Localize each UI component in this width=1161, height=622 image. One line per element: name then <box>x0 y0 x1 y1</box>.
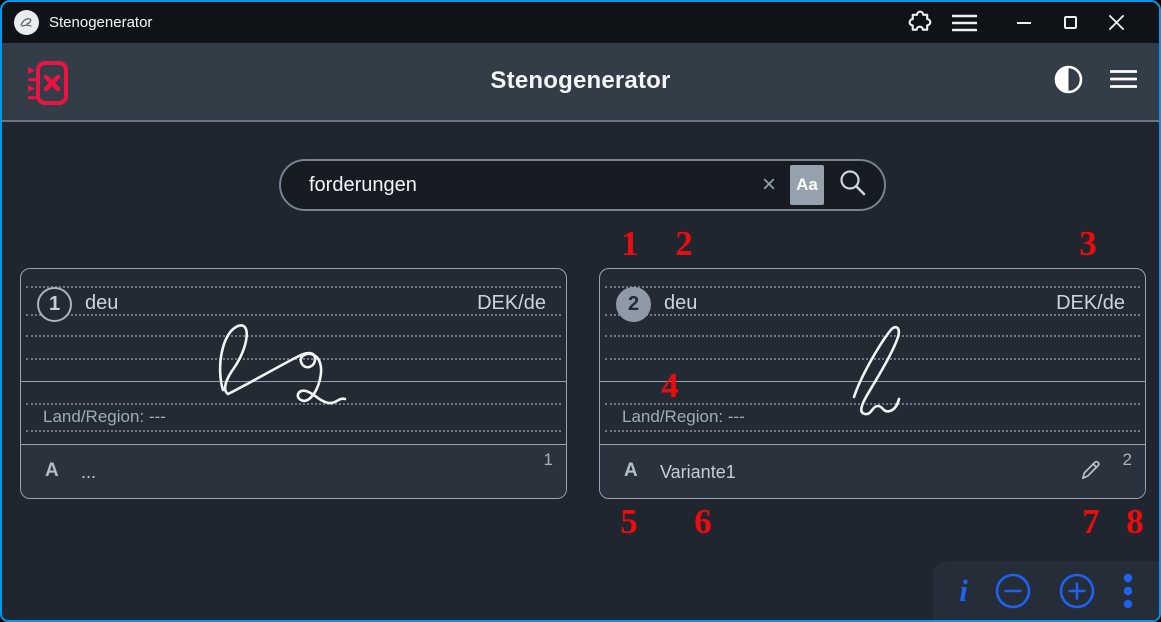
annotation-7: 7 <box>1082 502 1100 541</box>
variant-number-badge[interactable]: 1 <box>37 287 72 322</box>
match-case-button[interactable]: Aa <box>790 165 824 205</box>
action-toolbar: i <box>933 561 1159 620</box>
annotation-8: 8 <box>1126 502 1144 541</box>
region-label: Land/Region: --- <box>43 407 166 426</box>
minimize-button[interactable] <box>1001 2 1047 43</box>
page-title: Stenogenerator <box>490 66 671 94</box>
titlebar-menu-icon[interactable] <box>941 2 987 43</box>
info-button[interactable]: i <box>959 573 968 608</box>
card-footer[interactable]: A ... 1 <box>21 444 566 498</box>
variant-count: 2 <box>1122 450 1132 469</box>
footer-text: ... <box>81 462 97 482</box>
zoom-in-button[interactable] <box>1058 572 1096 610</box>
footer-text: Variante1 <box>660 462 736 482</box>
app-logo-icon <box>14 10 39 35</box>
edit-pencil-icon[interactable] <box>1079 458 1103 487</box>
app-menu-icon[interactable] <box>1109 69 1138 94</box>
steno-card-2[interactable]: 2 deu DEK/de Land/Region: --- A Variante… <box>599 268 1146 499</box>
app-header: Stenogenerator <box>2 43 1159 122</box>
region-label: Land/Region: --- <box>622 407 745 426</box>
language-label: deu <box>664 292 698 314</box>
maximize-button[interactable] <box>1047 2 1093 43</box>
variant-number-badge[interactable]: 2 <box>616 287 651 322</box>
annotation-5: 5 <box>620 502 638 541</box>
search-input[interactable] <box>307 172 762 198</box>
titlebar: Stenogenerator <box>2 2 1159 43</box>
extensions-icon[interactable] <box>895 2 941 43</box>
footer-letter: A <box>624 460 638 481</box>
footer-letter: A <box>45 460 59 481</box>
system-label: DEK/de <box>1056 292 1125 314</box>
annotation-3: 3 <box>1079 224 1097 263</box>
language-label: deu <box>85 292 119 314</box>
card-footer[interactable]: A Variante1 2 <box>600 444 1145 498</box>
search-icon[interactable] <box>838 168 868 203</box>
annotation-6: 6 <box>694 502 712 541</box>
steno-card-1[interactable]: 1 deu DEK/de Land/Region: --- A ... 1 <box>20 268 567 499</box>
delete-notebook-icon <box>28 61 68 105</box>
window-title: Stenogenerator <box>49 14 153 31</box>
clear-search-icon[interactable]: × <box>761 171 776 198</box>
variant-count: 1 <box>543 450 553 469</box>
zoom-out-button[interactable] <box>994 572 1032 610</box>
theme-toggle-icon[interactable] <box>1053 64 1084 100</box>
kebab-menu-icon[interactable] <box>1123 573 1133 609</box>
close-button[interactable] <box>1093 2 1139 43</box>
search-bar: × Aa <box>279 159 886 211</box>
system-label: DEK/de <box>477 292 546 314</box>
annotation-2: 2 <box>675 224 693 263</box>
delete-notebook-button[interactable] <box>26 59 70 107</box>
annotation-1: 1 <box>621 224 639 263</box>
